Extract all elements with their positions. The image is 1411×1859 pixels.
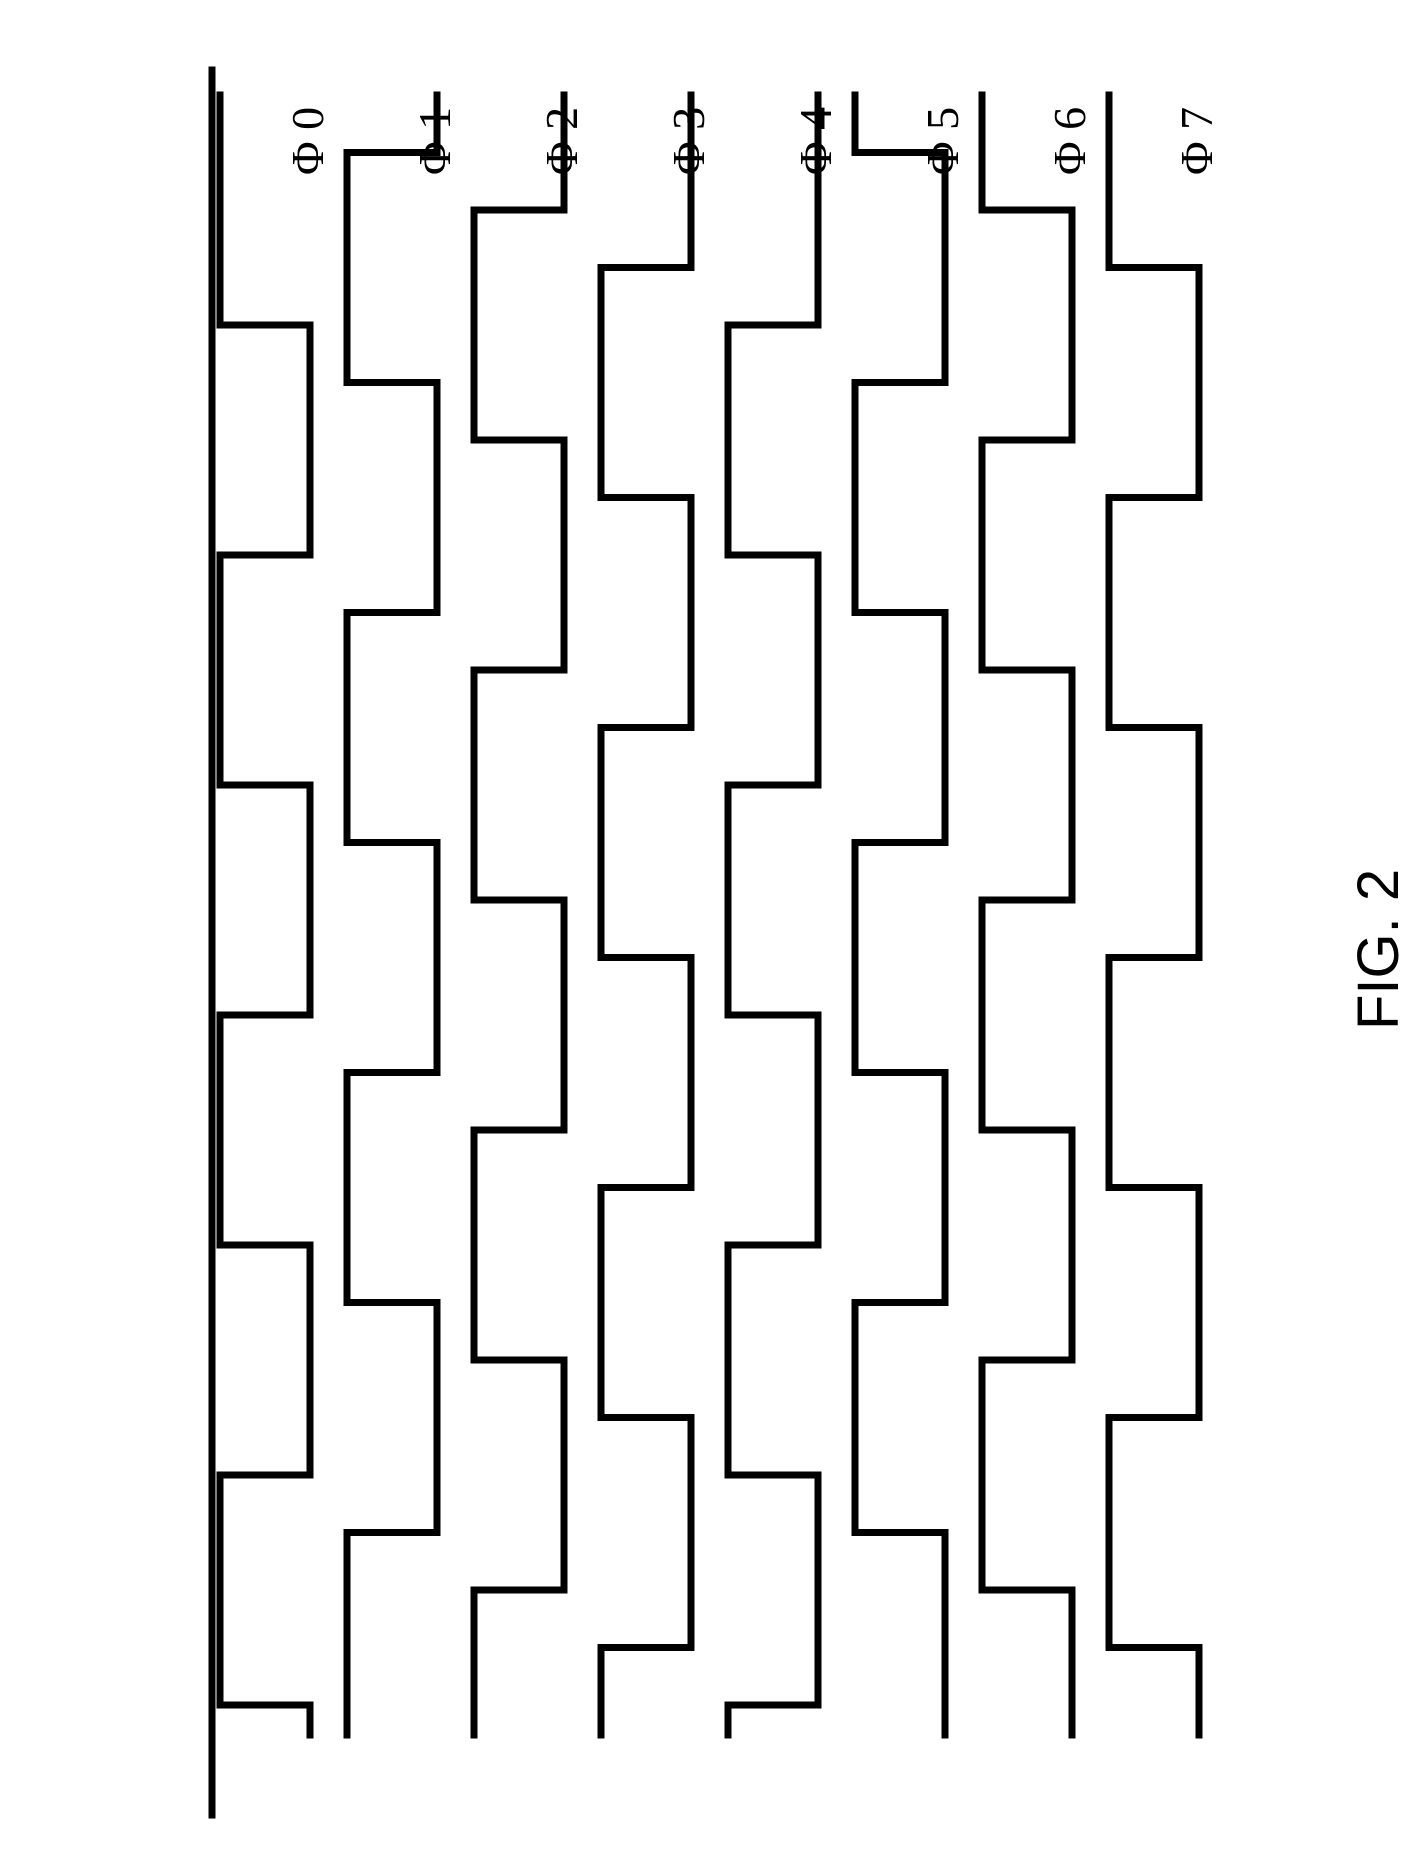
signal-label-phi2: Φ 2	[535, 107, 588, 175]
signal-label-phi6: Φ 6	[1043, 107, 1096, 175]
signal-label-phi0: Φ 0	[281, 107, 334, 175]
figure-caption: FIG. 2	[1345, 869, 1411, 1030]
signal-label-phi1: Φ 1	[408, 107, 461, 175]
signal-label-phi4: Φ 4	[789, 107, 842, 175]
signal-label-phi3: Φ 3	[662, 107, 715, 175]
timing-diagram	[0, 0, 1411, 1859]
signal-label-phi5: Φ 5	[916, 107, 969, 175]
signal-label-phi7: Φ 7	[1170, 107, 1223, 175]
